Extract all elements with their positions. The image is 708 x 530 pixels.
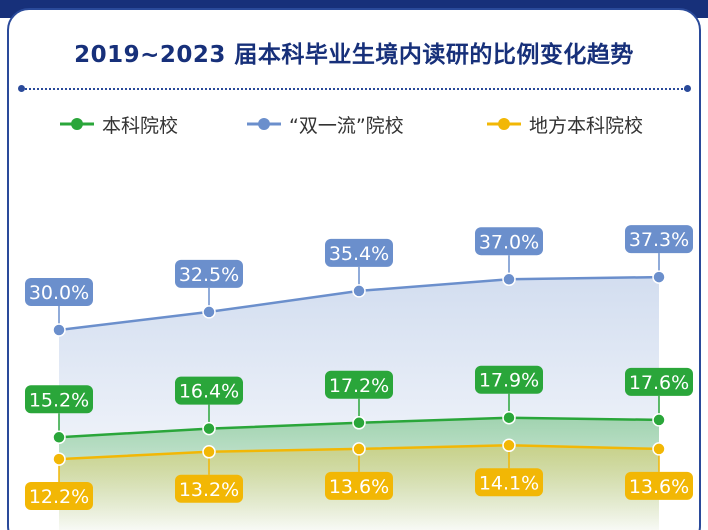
legend-label-bachelor: 本科院校 <box>102 114 179 137</box>
data-label-box-bachelor <box>25 385 93 414</box>
data-label-double-first-class: 32.5% <box>179 264 239 286</box>
data-label-bachelor: 17.2% <box>329 375 389 397</box>
data-label-local: 14.1% <box>479 472 539 494</box>
data-label-double-first-class: 37.3% <box>629 229 689 251</box>
data-label-box-local <box>625 471 693 500</box>
legend-label-double-first-class: “双一流”院校 <box>289 114 404 137</box>
data-label-bachelor: 16.4% <box>179 381 239 403</box>
data-label-box-bachelor <box>475 365 543 394</box>
data-label-box-local <box>325 471 393 500</box>
point-double-first-class <box>502 272 516 287</box>
data-label-box-local <box>175 474 243 503</box>
data-label-box-double-first-class <box>175 259 243 288</box>
point-local <box>352 442 366 456</box>
data-label-local: 13.6% <box>329 476 389 498</box>
point-double-first-class <box>352 284 366 298</box>
point-bachelor <box>352 416 366 430</box>
data-label-bachelor: 17.9% <box>479 370 539 392</box>
point-bachelor <box>502 410 516 425</box>
point-bachelor <box>202 421 216 436</box>
point-double-first-class <box>652 270 666 284</box>
legend-swatch-bachelor <box>60 118 94 130</box>
data-label-double-first-class: 35.4% <box>329 243 389 265</box>
divider-right-dot <box>684 85 691 92</box>
data-label-local: 13.2% <box>179 479 239 501</box>
legend-swatch-local <box>487 118 521 130</box>
data-label-box-double-first-class <box>625 225 693 254</box>
legend-swatch-double-first-class <box>247 118 281 130</box>
title-divider <box>22 88 686 90</box>
point-local <box>202 445 216 459</box>
data-label-box-bachelor <box>325 370 393 399</box>
point-local <box>502 438 516 453</box>
data-label-box-double-first-class <box>25 278 93 306</box>
point-bachelor <box>52 430 66 445</box>
data-label-bachelor: 17.6% <box>629 372 689 394</box>
data-label-box-bachelor <box>175 376 243 405</box>
point-local <box>52 452 66 466</box>
data-label-local: 13.6% <box>629 476 689 498</box>
legend-item-bachelor: 本科院校 <box>60 110 178 138</box>
point-local <box>652 442 666 456</box>
divider-left-dot <box>18 85 25 92</box>
chart-title: 2019~2023 届本科毕业生境内读研的比例变化趋势 <box>74 42 634 68</box>
legend-item-local: 地方本科院校 <box>487 110 643 138</box>
data-label-box-double-first-class <box>475 227 543 256</box>
legend-label-local: 地方本科院校 <box>529 114 644 137</box>
data-label-double-first-class: 30.0% <box>29 282 89 304</box>
data-label-local: 12.2% <box>29 486 89 508</box>
data-label-bachelor: 15.2% <box>29 389 89 411</box>
point-double-first-class <box>202 305 216 319</box>
data-label-double-first-class: 37.0% <box>479 231 539 253</box>
legend-item-double-first-class: “双一流”院校 <box>247 110 404 138</box>
point-bachelor <box>652 413 666 427</box>
data-label-box-local <box>475 468 543 497</box>
data-label-box-bachelor <box>625 367 693 396</box>
point-double-first-class <box>52 323 66 337</box>
data-label-box-double-first-class <box>325 238 393 267</box>
data-label-box-local <box>25 482 93 511</box>
